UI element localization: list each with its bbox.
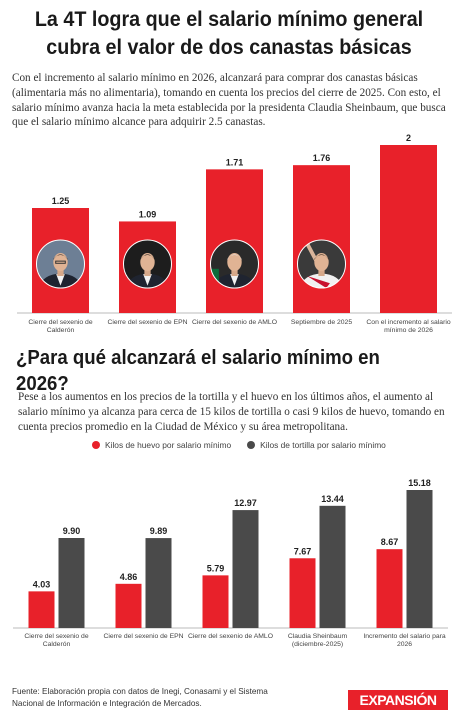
chart1-category-label: mínimo de 2026 bbox=[384, 327, 433, 334]
chart1-bar-group: 1.71 Cierre del sexenio de AMLO bbox=[192, 157, 277, 326]
chart2-category-label: Cierre del sexenio de bbox=[24, 633, 88, 640]
legend-swatch-huevo bbox=[92, 441, 100, 449]
chart2-category-label: (diciembre-2025) bbox=[292, 641, 343, 648]
chart1-category-label: Calderón bbox=[47, 327, 75, 334]
chart2-bar-value: 9.89 bbox=[150, 526, 168, 536]
chart2-legend: Kilos de huevo por salario mínimo Kilos … bbox=[92, 440, 402, 450]
chart2-bar-huevo bbox=[28, 591, 55, 628]
chart2-bar-value: 9.90 bbox=[63, 526, 81, 536]
chart2-category-group: 4.86 9.89 Cierre del sexenio de EPN bbox=[103, 526, 183, 640]
portrait-sheinbaum-icon bbox=[297, 240, 346, 288]
chart2-category-label: Claudia Sheinbaum bbox=[288, 633, 348, 640]
chart2-bar-value: 15.18 bbox=[408, 478, 431, 488]
chart1-bar-value: 1.76 bbox=[313, 153, 331, 163]
chart1-bar-group: 1.76 Septiembre de 2025 bbox=[291, 153, 352, 326]
source-line2: Nacional de Información e Integración de… bbox=[12, 699, 202, 708]
chart2-bar-value: 5.79 bbox=[207, 563, 225, 573]
chart1-bar-value: 1.71 bbox=[226, 157, 244, 167]
chart1-bar bbox=[293, 165, 350, 313]
legend-label-huevo: Kilos de huevo por salario mínimo bbox=[105, 440, 232, 450]
source-note: Fuente: Elaboración propia con datos de … bbox=[12, 686, 312, 710]
source-line1: Fuente: Elaboración propia con datos de … bbox=[12, 687, 268, 696]
chart2-category-label: Cierre del sexenio de AMLO bbox=[188, 633, 273, 640]
chart2-bar-value: 4.86 bbox=[120, 572, 138, 582]
chart2-category-label: Calderón bbox=[43, 641, 71, 648]
portrait-epn-icon bbox=[123, 240, 172, 288]
chart1-bar-value: 1.25 bbox=[52, 196, 70, 206]
chart1-bar-group: 1.09 Cierre del sexenio de EPN bbox=[107, 209, 187, 326]
main-title: La 4T logra que el salario mínimo genera… bbox=[14, 6, 445, 62]
chart2-bar-huevo bbox=[115, 583, 142, 628]
chart1-category-label: Cierre del sexenio de EPN bbox=[107, 319, 187, 326]
chart2-bar-value: 13.44 bbox=[321, 494, 344, 504]
chart2-bar-value: 7.67 bbox=[294, 546, 312, 556]
chart2-bar-tortilla bbox=[232, 510, 259, 628]
chart2-bar-value: 4.03 bbox=[33, 579, 51, 589]
portrait-calderon-icon bbox=[36, 240, 85, 288]
chart2-bar-tortilla bbox=[406, 490, 433, 628]
chart1-category-label: Cierre del sexenio de bbox=[28, 319, 92, 326]
section2-intro: Pese a los aumentos en los precios de la… bbox=[18, 391, 445, 433]
chart2-bar-value: 8.67 bbox=[381, 537, 399, 547]
chart2-bar-huevo bbox=[289, 558, 316, 628]
main-title-line2: cubra el valor de dos canastas básicas bbox=[46, 36, 412, 59]
legend-swatch-tortilla bbox=[247, 441, 256, 449]
section2-title: ¿Para qué alcanzará el salario mínimo en… bbox=[16, 347, 380, 395]
legend-item-huevo: Kilos de huevo por salario mínimo bbox=[92, 440, 231, 450]
chart2-bar-tortilla bbox=[319, 505, 346, 628]
legend-item-tortilla: Kilos de tortilla por salario mínimo bbox=[247, 440, 386, 450]
expansion-logo: EXPANSIÓN bbox=[348, 690, 448, 710]
main-title-line1: La 4T logra que el salario mínimo genera… bbox=[34, 8, 424, 31]
chart1-bar bbox=[380, 145, 437, 313]
chart2-category-group: 5.79 12.97 Cierre del sexenio de AMLO bbox=[188, 498, 273, 640]
chart2-bar-huevo bbox=[202, 575, 229, 628]
chart2-bar-huevo bbox=[376, 549, 403, 628]
portrait-amlo-icon bbox=[210, 240, 259, 288]
chart1-bar-value: 1.09 bbox=[139, 209, 157, 219]
chart2-category-label: Cierre del sexenio de EPN bbox=[103, 633, 183, 640]
chart2-category-group: 7.67 13.44 Claudia Sheinbaum(diciembre-202… bbox=[288, 494, 348, 648]
chart2-category-label: Incremento del salario para bbox=[363, 633, 446, 640]
chart1-category-label: Cierre del sexenio de AMLO bbox=[192, 319, 277, 326]
chart2-category-label: 2026 bbox=[397, 641, 412, 648]
legend-label-tortilla: Kilos de tortilla por salario mínimo bbox=[260, 440, 386, 450]
chart1-bar-value: 2 bbox=[406, 133, 411, 143]
intro-paragraph: Con el incremento al salario mínimo en 2… bbox=[12, 72, 446, 129]
chart2-bar-value: 12.97 bbox=[234, 498, 257, 508]
chart1-category-label: Con el incremento al salario bbox=[366, 319, 450, 326]
chart2-bar-tortilla bbox=[58, 538, 85, 628]
chart2-bar-tortilla bbox=[145, 538, 172, 628]
chart1-category-label: Septiembre de 2025 bbox=[291, 319, 352, 326]
